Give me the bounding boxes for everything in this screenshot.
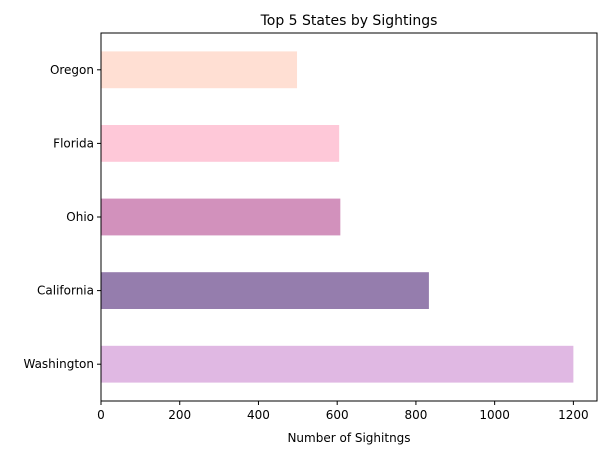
x-tick-label: 1200: [558, 408, 589, 422]
x-axis-ticks: 0 200 400 600 800 1000 1200: [97, 401, 589, 422]
x-tick-label: 200: [168, 408, 191, 422]
x-tick-label: 400: [247, 408, 270, 422]
x-tick-label: 800: [404, 408, 427, 422]
y-tick-label: Ohio: [66, 210, 94, 224]
y-tick-label: Oregon: [50, 63, 94, 77]
bars-group: [101, 51, 574, 383]
y-tick-label: California: [37, 284, 94, 298]
plot-frame: [100, 32, 598, 402]
bar-ohio: [101, 198, 341, 236]
y-tick-label: Washington: [23, 357, 94, 371]
x-tick-label: 600: [326, 408, 349, 422]
y-axis-ticks: Washington California Ohio Florida Oregon: [23, 63, 101, 371]
bar-oregon: [101, 51, 298, 89]
y-tick-label: Florida: [53, 136, 94, 150]
x-axis-label: Number of Sighitngs: [287, 431, 410, 445]
chart-title: Top 5 States by Sightings: [260, 13, 438, 29]
bar-florida: [101, 125, 340, 162]
bar-washington: [101, 345, 574, 383]
bar-california: [101, 272, 429, 309]
x-tick-label: 1000: [479, 408, 510, 422]
x-tick-label: 0: [97, 408, 105, 422]
